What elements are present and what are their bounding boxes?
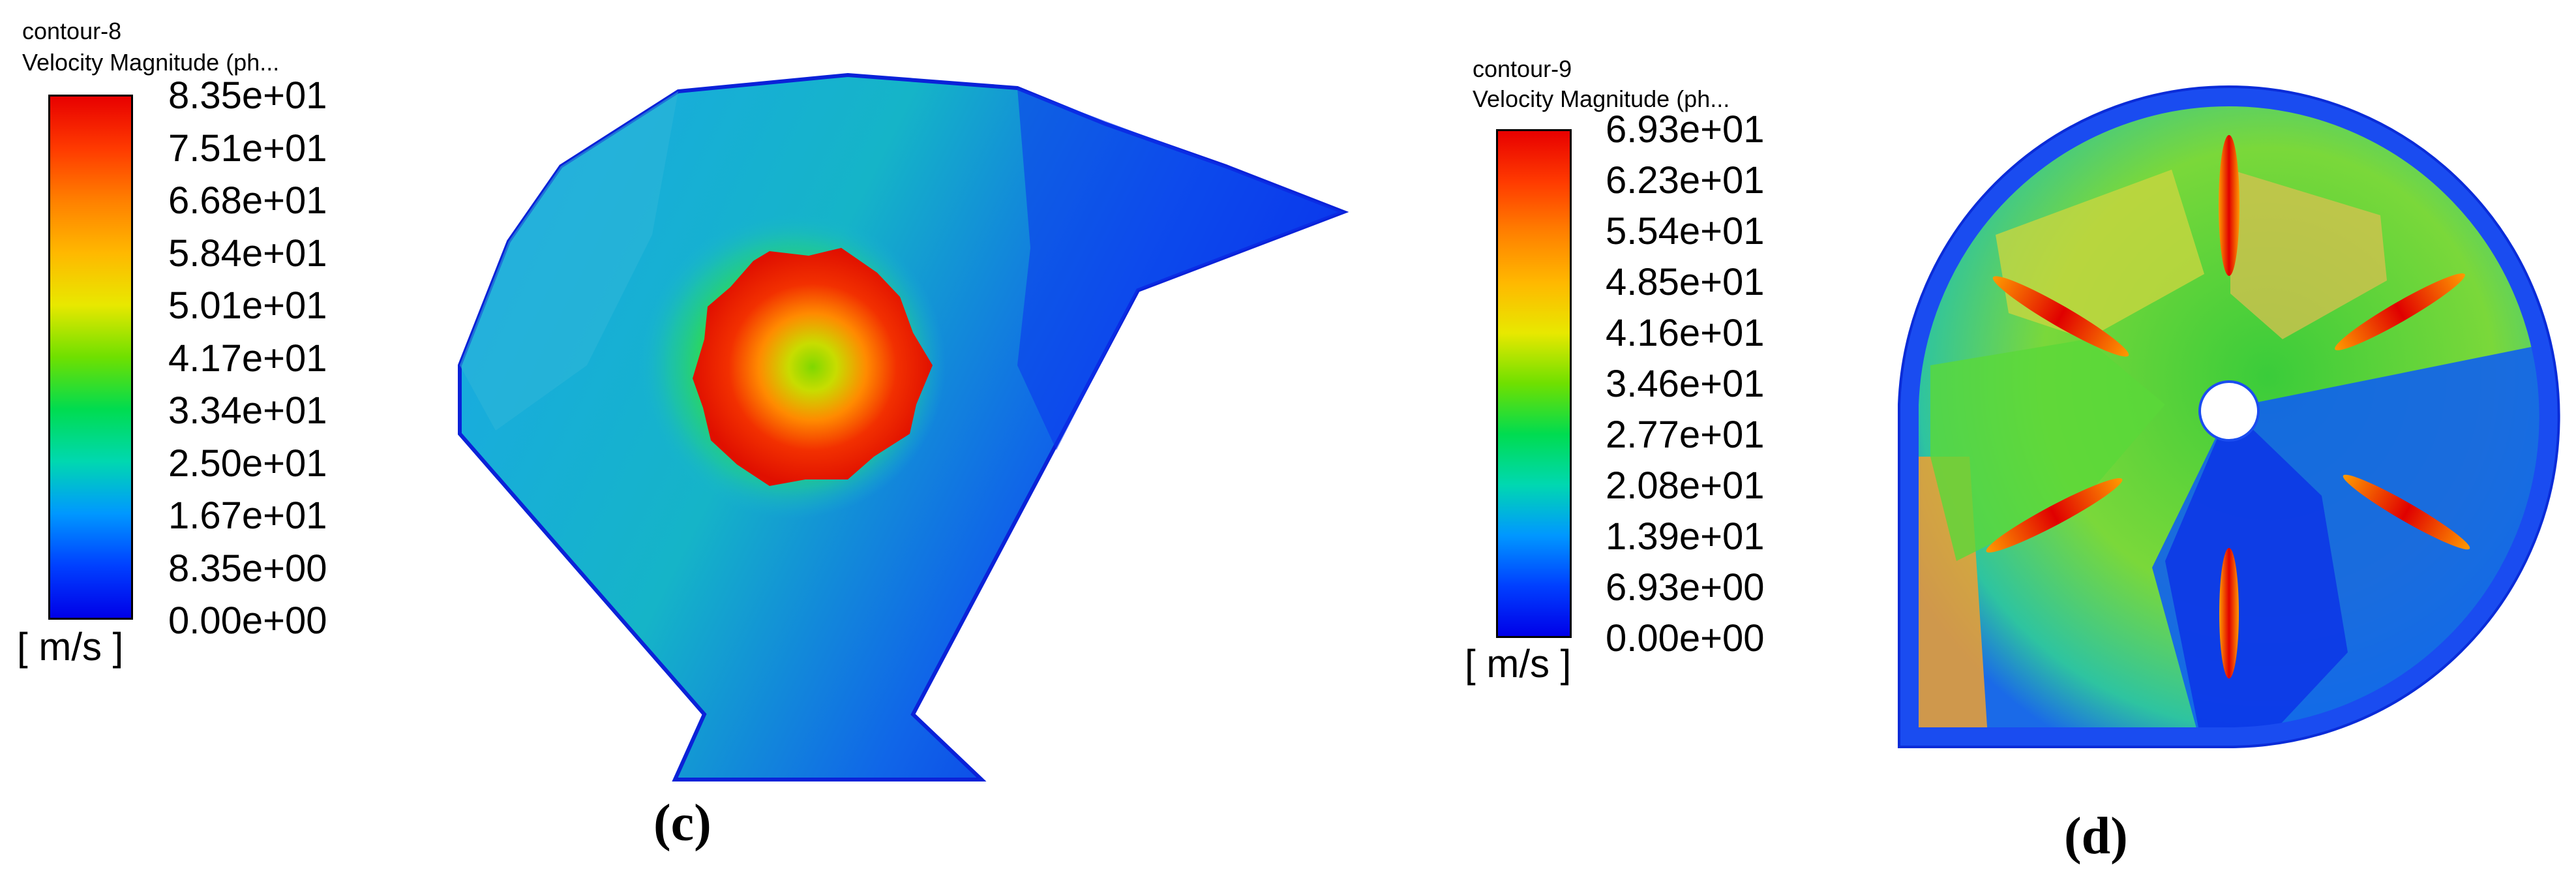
tick-label: 0.00e+00: [168, 599, 327, 642]
contour-name-c: contour-8: [22, 18, 122, 44]
tick-label: 4.17e+01: [168, 337, 327, 380]
tick-label: 2.08e+01: [1606, 464, 1765, 507]
tick-label: 1.67e+01: [168, 494, 327, 537]
tick-label: 8.35e+01: [168, 74, 327, 117]
tick-label: 2.77e+01: [1606, 414, 1765, 456]
contour-name-d: contour-9: [1473, 55, 1572, 82]
tick-label: 6.93e+01: [1606, 108, 1765, 151]
tick-label: 6.68e+01: [168, 179, 327, 222]
tick-label: 8.35e+00: [168, 547, 327, 590]
impeller-hub: [2198, 380, 2260, 442]
tick-label: 0.00e+00: [1606, 617, 1765, 660]
unit-label-c: [ m/s ]: [17, 625, 124, 669]
variable-name-d: Velocity Magnitude (ph...: [1473, 85, 1730, 112]
high-velocity-core: [693, 248, 933, 486]
tick-label: 5.84e+01: [168, 232, 327, 275]
tick-label: 5.01e+01: [168, 284, 327, 327]
panel-label-c: (c): [653, 795, 711, 852]
impeller-blades-d: [1986, 135, 2470, 678]
tick-label: 3.34e+01: [168, 389, 327, 432]
tick-label: 4.16e+01: [1606, 312, 1765, 354]
volute-outline: [1898, 85, 2560, 748]
color-bar-d: [1496, 129, 1572, 638]
tick-label: 6.93e+00: [1606, 566, 1765, 609]
tick-label: 4.85e+01: [1606, 261, 1765, 303]
panel-label-d: (d): [2064, 808, 2128, 865]
tick-label: 6.23e+01: [1606, 159, 1765, 202]
tick-label: 1.39e+01: [1606, 515, 1765, 558]
unit-label-d: [ m/s ]: [1465, 642, 1572, 686]
tick-label: 2.50e+01: [168, 442, 327, 485]
color-bar-c: [48, 95, 133, 620]
tick-label: 3.46e+01: [1606, 363, 1765, 405]
variable-name-c: Velocity Magnitude (ph...: [22, 49, 280, 76]
tick-label: 7.51e+01: [168, 127, 327, 170]
tick-label: 5.54e+01: [1606, 210, 1765, 252]
